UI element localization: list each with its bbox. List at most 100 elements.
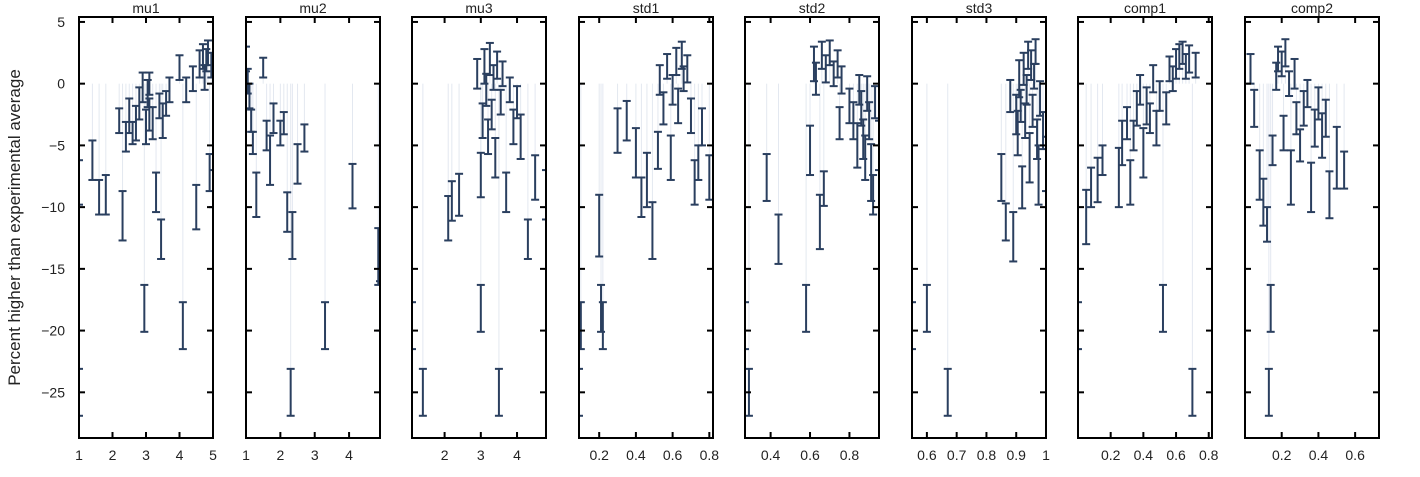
x-tick-label: 3 [311, 447, 319, 463]
error-bar [1018, 165, 1027, 210]
x-tick-label: 0.8 [977, 447, 997, 463]
panel-mu3: mu3 2 3 4 [411, 0, 547, 463]
error-bar [248, 130, 257, 156]
error-bar [1033, 118, 1042, 160]
error-bar [1318, 112, 1327, 159]
x-tick-label: 0.2 [1272, 447, 1292, 463]
x-tick-label: 0.7 [947, 447, 967, 463]
error-bar [1016, 88, 1025, 123]
error-bar [494, 367, 503, 417]
error-bar [705, 154, 713, 201]
error-bar [845, 87, 854, 125]
error-bar [663, 53, 672, 80]
error-bar [1279, 114, 1288, 152]
error-bar [631, 127, 640, 179]
error-bar [997, 153, 1006, 202]
panel-frame [1077, 16, 1213, 439]
panel-comp2: comp2 0.2 0.4 0.6 [1244, 0, 1380, 463]
error-bar [837, 65, 846, 95]
error-bar [321, 301, 330, 351]
y-tick-label: −5 [49, 137, 65, 153]
error-bar [648, 201, 657, 260]
error-bar [279, 111, 288, 136]
error-bar [690, 159, 699, 206]
error-bar [1325, 170, 1334, 220]
error-bar [1307, 161, 1316, 214]
x-tick-label: 0.4 [761, 447, 781, 463]
error-bar [853, 122, 862, 169]
error-bar [300, 123, 309, 153]
error-bar [1093, 156, 1102, 204]
y-tick-label: −15 [41, 261, 65, 277]
error-bar [819, 170, 828, 207]
error-bar [697, 107, 706, 147]
panel-marks [579, 40, 713, 417]
error-bar [115, 107, 124, 135]
error-bar [672, 46, 681, 77]
error-bar [579, 301, 585, 351]
panel-marks [246, 45, 380, 417]
error-bar [145, 71, 154, 96]
error-bar [542, 169, 546, 221]
error-bar [175, 54, 184, 81]
error-bar [1006, 78, 1015, 114]
error-bar [833, 49, 842, 79]
x-tick-label: 0.4 [626, 447, 646, 463]
error-bar [182, 76, 191, 104]
panel-frame [578, 16, 714, 439]
error-bar [774, 213, 783, 265]
error-bar [418, 367, 427, 417]
error-bar [473, 57, 482, 90]
error-bar [478, 102, 487, 139]
error-bar [1001, 202, 1010, 242]
error-bar [1126, 159, 1135, 206]
error-bar [1022, 74, 1031, 106]
error-bar [1250, 88, 1259, 128]
x-tick-label: 4 [345, 447, 353, 463]
error-bar [1303, 78, 1312, 109]
error-bar [1263, 206, 1272, 243]
error-bar [157, 218, 166, 260]
error-bar [476, 283, 485, 333]
error-bar [192, 183, 201, 231]
x-tick-label: 1 [242, 447, 250, 463]
error-bar [835, 106, 844, 141]
panel-comp1: comp1 0.2 0.4 0.6 0.8 [1077, 0, 1219, 463]
error-bar [1098, 144, 1107, 177]
error-bar [1034, 144, 1043, 206]
error-bar [659, 91, 668, 126]
error-bar [1310, 108, 1319, 148]
panel-title: std1 [633, 0, 660, 16]
x-tick-label: 1 [1042, 447, 1050, 463]
error-bar [118, 190, 127, 242]
error-bar [1028, 93, 1037, 128]
error-bar [516, 113, 525, 160]
error-bar [286, 367, 295, 417]
error-bar [745, 301, 749, 351]
error-bar [613, 107, 622, 154]
error-bar [674, 87, 683, 125]
error-bar [1009, 211, 1018, 263]
error-bar [806, 124, 815, 177]
error-bar [821, 54, 830, 84]
error-bar [1152, 109, 1161, 147]
error-bar [1015, 59, 1024, 99]
panel-std3: std3 0.6 0.7 0.8 0.9 1 [911, 0, 1050, 463]
panel-mu2: mu2 1 2 3 4 [242, 0, 381, 463]
panel-title: std2 [799, 0, 826, 16]
error-bar [1332, 125, 1341, 190]
x-tick-label: 0.9 [1006, 447, 1026, 463]
error-bar [293, 143, 302, 185]
y-axis-label: Percent higher than experimental average [5, 69, 24, 386]
error-bar [374, 227, 380, 286]
error-bar [1259, 177, 1268, 227]
panel-frame [911, 16, 1047, 439]
panel-title: mu3 [465, 0, 492, 16]
error-bar [1191, 51, 1200, 79]
error-bar [1021, 102, 1030, 139]
error-bar [1031, 38, 1040, 65]
error-bar [1246, 53, 1255, 85]
error-bar [1299, 90, 1308, 127]
x-tick-label: 0.6 [1166, 447, 1186, 463]
error-bar [148, 106, 157, 141]
